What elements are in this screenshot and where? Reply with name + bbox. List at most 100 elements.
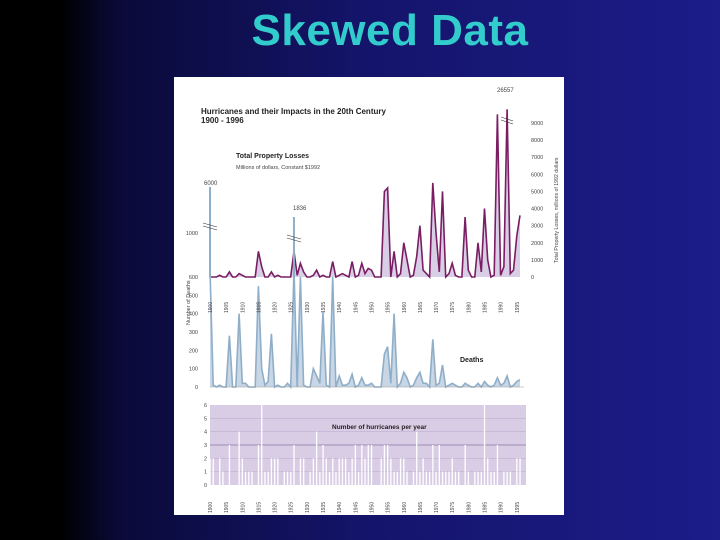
property-ytick-label: 5000 bbox=[531, 189, 543, 195]
hurricane-bar bbox=[270, 458, 273, 485]
deaths-ytick-label: 200 bbox=[189, 348, 198, 354]
deaths-ytick-label: 500 bbox=[189, 293, 198, 299]
year-tick-label-upper: 1925 bbox=[289, 302, 295, 313]
year-tick-label-upper: 1945 bbox=[353, 302, 359, 313]
hurricane-bar bbox=[474, 471, 476, 485]
hurricane-bar bbox=[416, 431, 418, 485]
year-tick-label-lower: 1930 bbox=[305, 502, 311, 513]
hurricanes-title: Number of hurricanes per year bbox=[332, 424, 427, 431]
hurricane-bar bbox=[328, 471, 331, 485]
hurricane-bar bbox=[335, 471, 337, 485]
year-tick-label-upper: 1960 bbox=[402, 302, 408, 313]
hurricane-bar bbox=[519, 458, 521, 485]
year-tick-label-upper: 1900 bbox=[208, 302, 214, 313]
hurricane-bar bbox=[267, 471, 269, 485]
hurricane-bar bbox=[348, 471, 350, 485]
hurricane-bar bbox=[506, 471, 508, 485]
hurricane-bar bbox=[228, 445, 231, 485]
year-tick-label-upper: 1990 bbox=[499, 302, 505, 313]
hurricanes-ytick-label: 1 bbox=[204, 470, 207, 476]
hurricane-bar bbox=[464, 445, 466, 485]
hurricane-bar bbox=[432, 445, 434, 485]
deaths-axis-break bbox=[202, 222, 218, 228]
hurricane-bar bbox=[315, 431, 318, 485]
year-tick-label-lower: 1925 bbox=[289, 502, 295, 513]
hurricane-bar bbox=[312, 458, 315, 485]
property-ytick-label: 2000 bbox=[531, 241, 543, 247]
hurricanes-ytick-label: 0 bbox=[204, 483, 207, 489]
hurricane-bar bbox=[367, 445, 369, 485]
hurricane-bar bbox=[396, 471, 398, 485]
year-tick-label-lower: 1970 bbox=[434, 502, 440, 513]
hurricane-bar bbox=[319, 471, 321, 485]
hurricane-bar bbox=[451, 458, 453, 485]
hurricane-bar bbox=[387, 445, 389, 485]
year-tick-label-lower: 1935 bbox=[321, 502, 327, 513]
hurricane-bar bbox=[383, 445, 386, 485]
hurricane-bar bbox=[261, 405, 263, 485]
hurricane-bar bbox=[445, 471, 447, 485]
hurricane-figure: 0 1000 2000 3000 4000 5000 6000 7000 8000 9000 0 10… bbox=[174, 77, 564, 515]
year-tick-label-lower: 1920 bbox=[273, 502, 279, 513]
year-tick-label-upper: 1975 bbox=[450, 302, 456, 313]
year-tick-label-upper: 1970 bbox=[434, 302, 440, 313]
hurricanes-ytick-label: 6 bbox=[204, 403, 207, 409]
year-tick-label-upper: 1980 bbox=[466, 302, 472, 313]
year-tick-label-upper: 1950 bbox=[369, 302, 375, 313]
year-tick-label-lower: 1910 bbox=[240, 502, 246, 513]
deaths-ytick-label: 300 bbox=[189, 330, 198, 336]
hurricane-bar bbox=[286, 471, 289, 485]
year-tick-label-upper: 1935 bbox=[321, 302, 327, 313]
property-annotation: 26557 bbox=[497, 88, 514, 94]
hurricane-bar bbox=[351, 458, 353, 485]
property-area bbox=[210, 109, 520, 277]
property-series-label: Total Property Losses bbox=[236, 153, 309, 160]
hurricane-bar bbox=[332, 458, 334, 485]
property-ylabel: Total Property Losses, millions of 1992 … bbox=[554, 157, 560, 263]
hurricane-bar bbox=[422, 458, 424, 485]
hurricane-bar bbox=[425, 471, 428, 485]
hurricane-bar bbox=[322, 445, 324, 485]
chart-title: Hurricanes and their Impacts in the 20th… bbox=[201, 107, 386, 116]
hurricane-bar bbox=[257, 445, 260, 485]
hurricane-bar bbox=[393, 471, 395, 485]
deaths-ytick-label: 1000 bbox=[186, 231, 198, 237]
hurricane-bar bbox=[480, 471, 482, 485]
hurricane-bar bbox=[490, 471, 492, 485]
hurricane-bar bbox=[509, 471, 512, 485]
hurricanes-ytick-label: 3 bbox=[204, 443, 207, 449]
year-tick-label-lower: 1900 bbox=[208, 502, 214, 513]
hurricane-bar bbox=[370, 445, 373, 485]
year-tick-label-upper: 1910 bbox=[240, 302, 246, 313]
hurricane-bar bbox=[325, 458, 327, 485]
hurricane-bar bbox=[412, 471, 415, 485]
year-tick-label-lower: 1995 bbox=[515, 502, 521, 513]
hurricane-bar bbox=[467, 471, 470, 485]
hurricane-bar bbox=[309, 471, 311, 485]
hurricanes-ytick-label: 4 bbox=[204, 430, 207, 436]
year-tick-label-lower: 1980 bbox=[466, 502, 472, 513]
hurricane-bar bbox=[403, 458, 405, 485]
hurricane-bar bbox=[428, 471, 431, 485]
hurricane-bar bbox=[338, 458, 340, 485]
property-series-sublabel: Millions of dollars, Constant $1992 bbox=[236, 165, 320, 171]
property-ytick-label: 4000 bbox=[531, 207, 543, 213]
deaths-annotation-1900: 6000 bbox=[204, 181, 218, 187]
hurricane-bar bbox=[399, 458, 402, 485]
property-ytick-label: 9000 bbox=[531, 121, 543, 127]
hurricane-bar bbox=[299, 458, 302, 485]
property-ytick-label: 8000 bbox=[531, 138, 543, 144]
hurricane-bar bbox=[477, 471, 479, 485]
hurricane-bar bbox=[496, 445, 499, 485]
property-ytick-label: 7000 bbox=[531, 155, 543, 161]
hurricane-bar bbox=[241, 458, 243, 485]
year-tick-label-upper: 1965 bbox=[418, 302, 424, 313]
hurricane-bar bbox=[273, 458, 276, 485]
hurricane-bar bbox=[390, 458, 392, 485]
year-tick-label-lower: 1985 bbox=[482, 502, 488, 513]
year-tick-label-lower: 1960 bbox=[402, 502, 408, 513]
hurricane-bar bbox=[238, 431, 240, 485]
hurricane-bar bbox=[438, 445, 440, 485]
property-ytick-label: 0 bbox=[531, 275, 534, 281]
year-tick-label-lower: 1940 bbox=[337, 502, 343, 513]
